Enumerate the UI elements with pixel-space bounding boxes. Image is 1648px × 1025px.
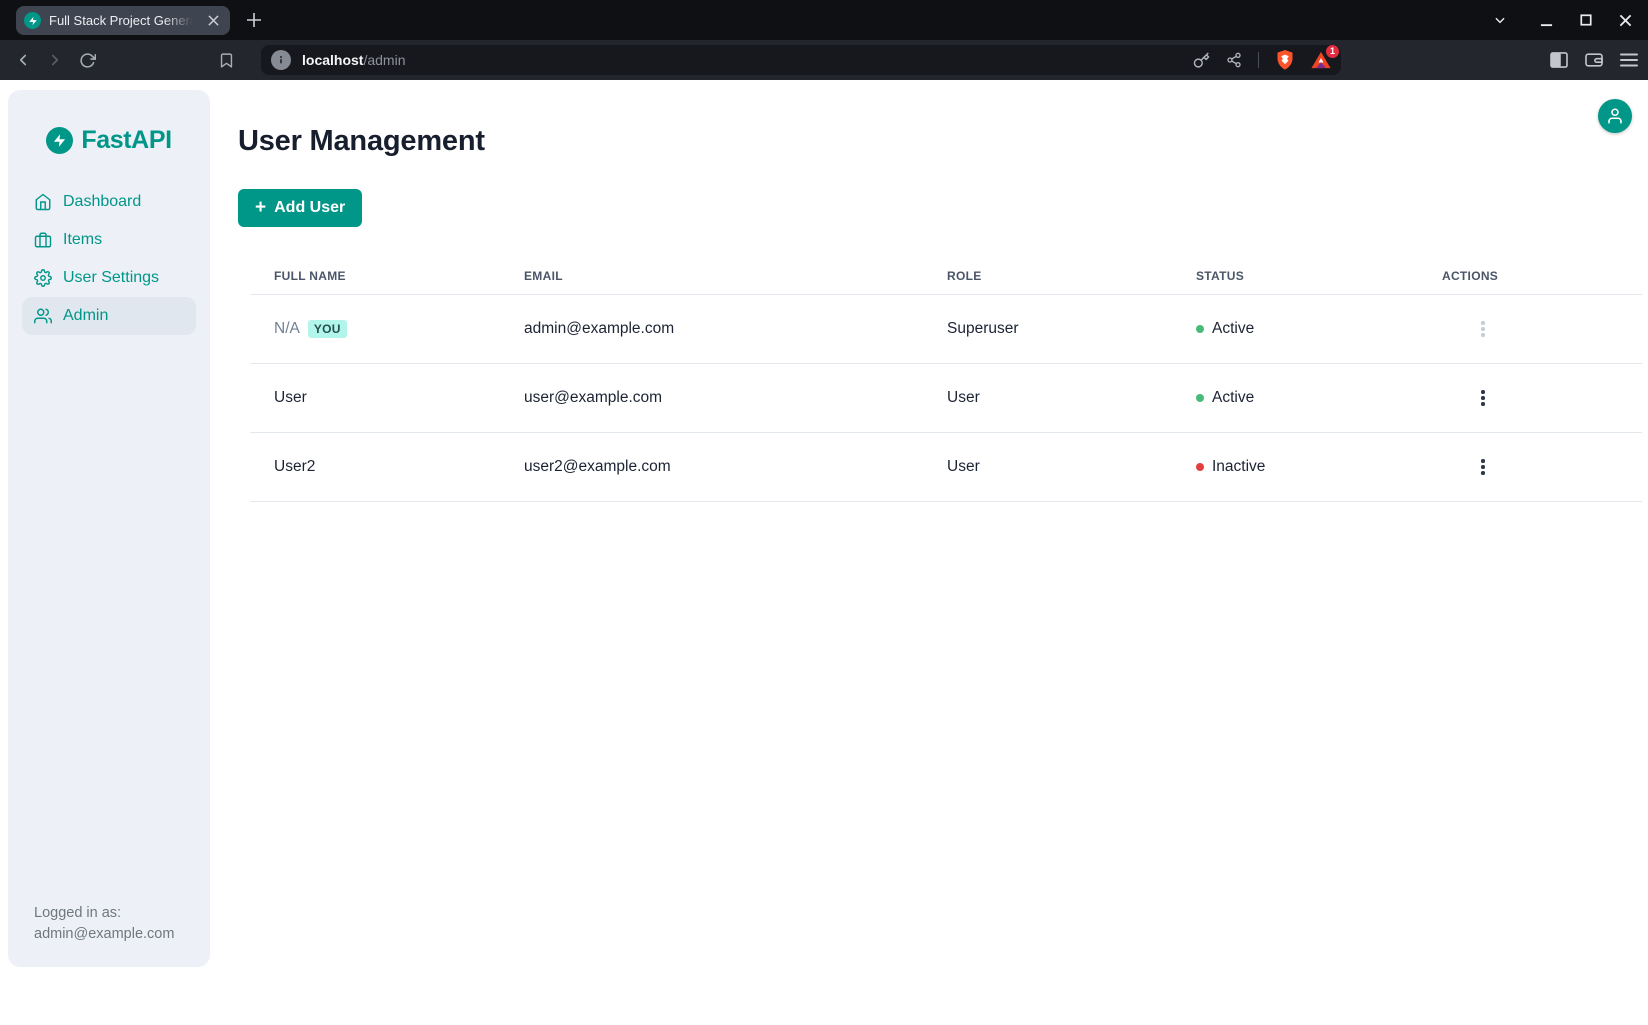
table-row: User user@example.com User Active — [250, 364, 1642, 433]
you-badge: YOU — [307, 320, 347, 338]
toolbar-divider — [1258, 52, 1259, 68]
cell-full-name: User — [274, 389, 307, 406]
table-row: User2 user2@example.com User Inactive — [250, 433, 1642, 502]
browser-titlebar: Full Stack Project Genera — [0, 0, 1648, 40]
fastapi-bolt-icon — [46, 127, 74, 154]
logo-text: FastAPI — [81, 126, 172, 154]
fastapi-favicon-icon — [24, 12, 41, 29]
cell-status: Active — [1172, 389, 1418, 407]
cell-email: admin@example.com — [524, 320, 675, 337]
add-user-label: Add User — [274, 199, 346, 216]
browser-toolbar: localhost/admin 1 — [0, 40, 1648, 80]
row-actions-kebab-menu-icon[interactable] — [1476, 454, 1490, 480]
cell-status: Inactive — [1172, 458, 1418, 476]
sidebar-item-dashboard[interactable]: Dashboard — [22, 183, 196, 221]
window-controls — [1493, 0, 1632, 40]
brave-rewards-icon[interactable] — [1311, 51, 1331, 69]
forward-icon[interactable] — [42, 47, 68, 73]
table-row: N/A YOU admin@example.com Superuser Acti… — [250, 295, 1642, 364]
column-header-full-name: FULL NAME — [274, 268, 346, 283]
row-actions-kebab-menu-icon[interactable] — [1476, 316, 1490, 342]
sidebar-item-label: Admin — [63, 307, 109, 324]
full-name-value: N/A — [274, 320, 300, 337]
cell-actions — [1418, 316, 1642, 342]
status-label: Active — [1212, 320, 1255, 337]
cell-actions — [1418, 385, 1642, 411]
cell-email: user2@example.com — [524, 458, 671, 475]
page-content: FastAPI Dashboard Items User Settings — [0, 80, 1648, 1025]
cell-role: Superuser — [947, 320, 1019, 337]
url-path: /admin — [363, 52, 406, 68]
cell-email: user@example.com — [524, 389, 663, 406]
status-label: Active — [1212, 389, 1255, 406]
browser-tab[interactable]: Full Stack Project Genera — [16, 6, 230, 35]
sidebar-item-admin[interactable]: Admin — [22, 297, 196, 335]
cell-role: User — [947, 458, 980, 475]
page-title: User Management — [238, 125, 485, 157]
back-icon[interactable] — [10, 47, 36, 73]
tab-close-icon[interactable] — [204, 12, 222, 30]
home-icon — [34, 193, 52, 211]
sidebar-item-label: User Settings — [63, 269, 160, 286]
sidebar-item-items[interactable]: Items — [22, 221, 196, 259]
users-table: FULL NAME EMAIL ROLE STATUS ACTIONS N/A … — [250, 257, 1642, 502]
status-dot-icon — [1196, 325, 1204, 333]
status-dot-icon — [1196, 394, 1204, 402]
gear-icon — [34, 269, 52, 287]
logged-in-label: Logged in as: — [34, 905, 122, 921]
sidebar-item-label: Items — [63, 231, 103, 248]
status-dot-icon — [1196, 463, 1204, 471]
rewards-badge-count: 1 — [1326, 45, 1339, 58]
close-window-icon[interactable] — [1619, 14, 1632, 27]
new-tab-button[interactable] — [246, 12, 262, 28]
address-bar[interactable]: localhost/admin 1 — [261, 45, 1341, 75]
cell-role: User — [947, 389, 980, 406]
site-info-icon[interactable] — [271, 50, 291, 70]
cell-full-name: User2 — [274, 458, 316, 475]
share-icon[interactable] — [1226, 52, 1242, 68]
column-header-role: ROLE — [947, 268, 982, 283]
brave-shield-icon[interactable] — [1275, 49, 1295, 71]
column-header-actions: ACTIONS — [1442, 268, 1499, 283]
url-host: localhost — [302, 52, 364, 68]
logged-in-email: admin@example.com — [34, 926, 175, 942]
maximize-icon[interactable] — [1580, 14, 1592, 26]
password-key-icon[interactable] — [1193, 52, 1210, 69]
sidebar-nav: Dashboard Items User Settings Admin — [22, 183, 196, 335]
column-header-status: STATUS — [1196, 268, 1245, 283]
status-label: Inactive — [1212, 458, 1266, 475]
user-menu-avatar-button[interactable] — [1598, 99, 1632, 133]
add-user-button[interactable]: + Add User — [238, 189, 363, 227]
cell-actions — [1418, 454, 1642, 480]
side-panel-icon[interactable] — [1550, 52, 1568, 68]
sidebar: FastAPI Dashboard Items User Settings — [8, 90, 210, 967]
logged-in-footer: Logged in as: admin@example.com — [34, 903, 174, 945]
menu-icon[interactable] — [1620, 53, 1638, 67]
bookmark-icon[interactable] — [218, 52, 235, 69]
users-icon — [34, 307, 52, 325]
row-actions-kebab-menu-icon[interactable] — [1476, 385, 1490, 411]
wallet-icon[interactable] — [1585, 52, 1603, 68]
column-header-email: EMAIL — [524, 268, 563, 283]
fastapi-logo[interactable]: FastAPI — [8, 126, 210, 155]
tab-search-chevron-icon[interactable] — [1493, 13, 1507, 27]
table-header-row: FULL NAME EMAIL ROLE STATUS ACTIONS — [250, 257, 1642, 295]
main-panel: User Management + Add User FULL NAME EMA… — [0, 80, 1648, 502]
minimize-icon[interactable] — [1540, 14, 1553, 27]
briefcase-icon — [34, 231, 52, 249]
url-text: localhost/admin — [302, 52, 406, 68]
reload-icon[interactable] — [74, 47, 100, 73]
sidebar-item-user-settings[interactable]: User Settings — [22, 259, 196, 297]
cell-full-name: N/A YOU — [250, 320, 500, 338]
cell-status: Active — [1172, 320, 1418, 338]
tab-title: Full Stack Project Genera — [49, 13, 196, 28]
plus-icon: + — [255, 197, 267, 218]
user-avatar-icon — [1606, 107, 1624, 125]
sidebar-item-label: Dashboard — [63, 193, 142, 210]
